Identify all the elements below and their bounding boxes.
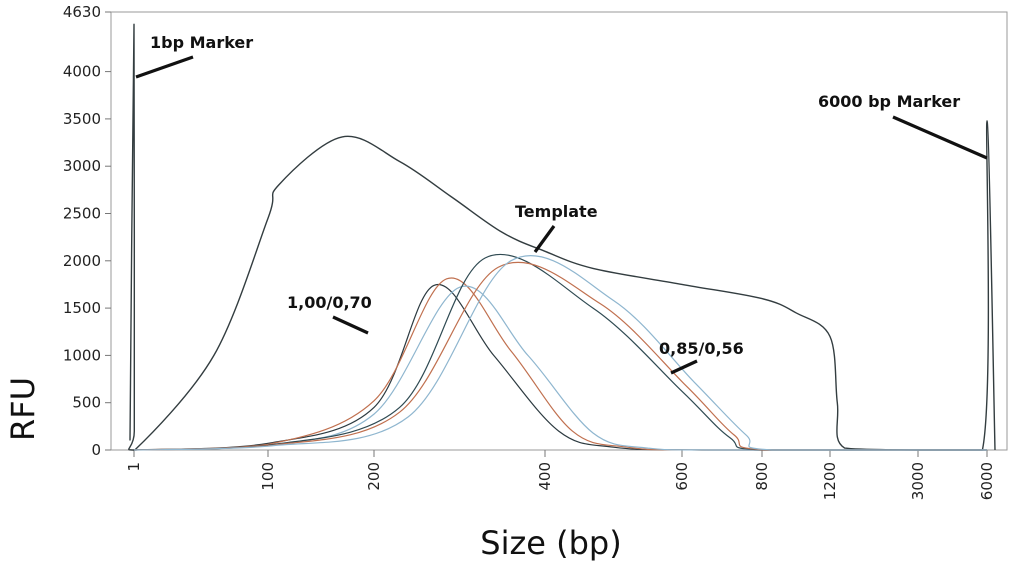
annotation-label: 6000 bp Marker — [818, 92, 960, 111]
x-tick-label: 1 — [125, 462, 143, 472]
y-tick-label: 2500 — [63, 204, 101, 222]
y-tick-label: 1000 — [63, 346, 101, 364]
annotation-label: 1,00/0,70 — [287, 293, 372, 312]
y-tick-label: 3000 — [63, 157, 101, 175]
y-tick-label: 0 — [91, 441, 101, 459]
x-tick-label: 1200 — [821, 462, 839, 500]
annotations: 1bp Marker 6000 bp Marker Template 1,00/0,7… — [135, 33, 988, 375]
y-tick-label: 500 — [72, 394, 101, 412]
annotation-label: 0,85/0,56 — [659, 339, 744, 358]
x-tick-label: 400 — [536, 462, 554, 491]
x-axis: 1 100 200 400 600 800 1200 3000 6000 — [125, 450, 996, 500]
y-tick-label: 3500 — [63, 110, 101, 128]
annotation-leader — [670, 359, 698, 375]
y-tick-label: 4000 — [63, 63, 101, 81]
x-tick-label: 800 — [753, 462, 771, 491]
x-tick-label: 6000 — [978, 462, 996, 500]
series-layer — [128, 23, 996, 451]
annotation-leader — [892, 115, 988, 160]
x-axis-title: Size (bp) — [480, 524, 621, 562]
plot-area — [110, 11, 1008, 451]
y-axis: 0 500 1000 1500 2000 2500 3000 3500 4000 4630 — [63, 3, 111, 459]
annotation-label: 1bp Marker — [150, 33, 253, 52]
x-tick-label: 200 — [365, 462, 383, 491]
y-tick-label: 4630 — [63, 3, 101, 21]
x-tick-label: 3000 — [909, 462, 927, 500]
x-tick-label: 600 — [673, 462, 691, 491]
series-line — [133, 255, 987, 451]
y-axis-title: RFU — [4, 377, 42, 441]
y-tick-label: 2000 — [63, 252, 101, 270]
annotation-label: Template — [515, 202, 598, 221]
annotation-leader — [332, 315, 369, 335]
y-tick-label: 1500 — [63, 299, 101, 317]
annotation-leader — [135, 55, 194, 79]
x-tick-label: 100 — [259, 462, 277, 491]
annotation-leader — [533, 225, 556, 253]
